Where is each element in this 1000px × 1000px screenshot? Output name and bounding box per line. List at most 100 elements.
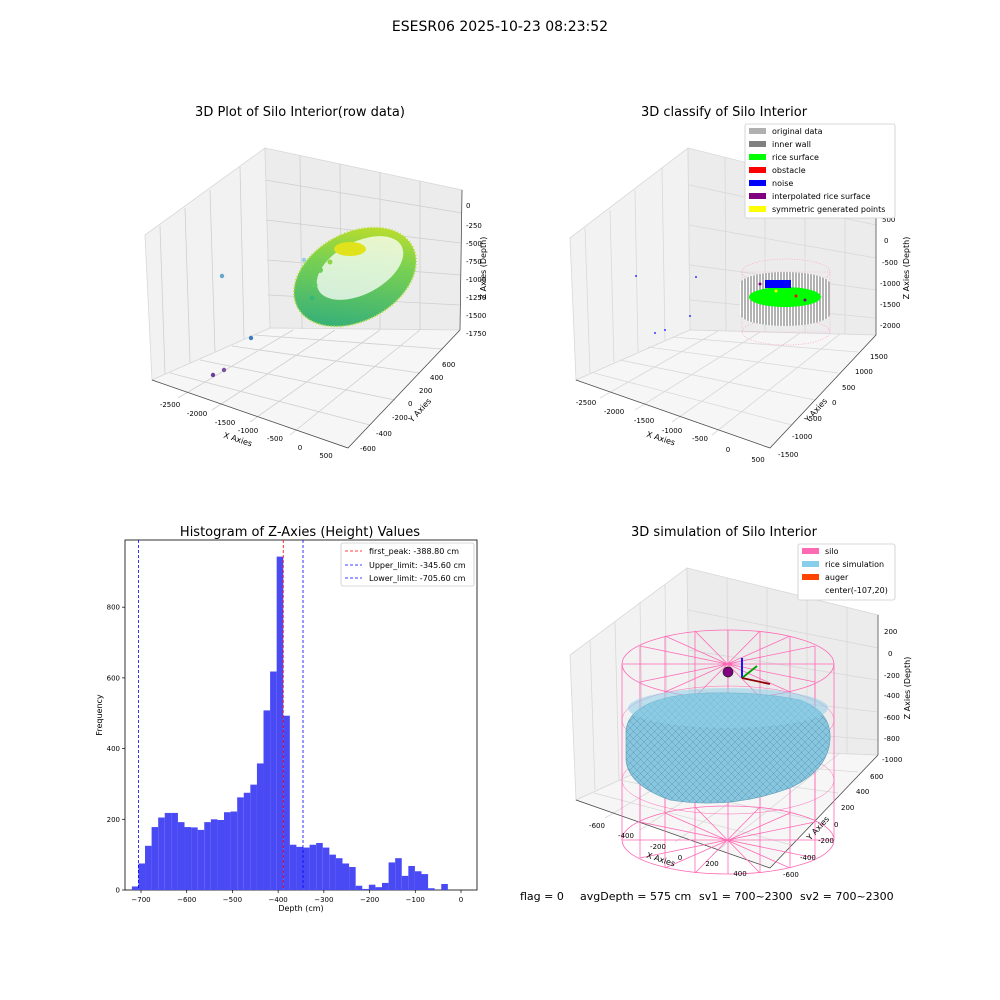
histogram-bar <box>349 867 356 890</box>
classify-y-ticks: -1500 -1000 -500 0 500 1000 1500 <box>778 353 888 459</box>
classify-ztick: -2000 <box>880 322 900 330</box>
raw-ztick: -750 <box>466 258 482 266</box>
panel-histogram: Histogram of Z-Axies (Height) Values −70… <box>95 525 478 913</box>
histogram-bar <box>158 817 165 890</box>
status-footer: flag = 0 avgDepth = 575 cm sv1 = 700~230… <box>520 890 894 903</box>
classify-silo-cloud <box>635 258 831 346</box>
footer-sv2: sv2 = 700~2300 <box>800 890 894 903</box>
raw-ztick: -1500 <box>466 312 486 320</box>
histogram-bar <box>276 556 284 890</box>
histogram-legend-box <box>340 542 475 587</box>
footer-avg-depth: avgDepth = 575 cm <box>580 890 691 903</box>
raw-outlier-point <box>248 335 254 341</box>
histogram-bar <box>375 887 383 890</box>
simulation-xtick: -200 <box>650 843 666 851</box>
raw-outlier-point <box>301 257 307 263</box>
footer-flag: flag = 0 <box>520 890 564 903</box>
histogram-vlines <box>138 540 304 890</box>
raw-axis-lines <box>151 189 463 449</box>
raw-xtick: 0 <box>298 444 302 452</box>
simulation-ytick: 0 <box>834 821 838 829</box>
classify-ytick: 1000 <box>855 368 873 376</box>
raw-ztick: -1000 <box>466 276 486 284</box>
raw-xtick: -1500 <box>215 419 235 427</box>
panel-raw-title: 3D Plot of Silo Interior(row data) <box>195 105 405 120</box>
simulation-ytick: -600 <box>783 871 799 879</box>
histogram-legend: first_peak: -388.80 cm Upper_limit: -345… <box>340 542 475 587</box>
legend-swatch-symmetric <box>749 206 766 212</box>
histogram-bar <box>151 827 159 890</box>
panel-simulation-3d: 3D simulation of Silo Interior <box>569 525 912 879</box>
raw-outlier-point <box>219 273 225 279</box>
legend-label-center: center(-107,20) <box>825 586 888 595</box>
histogram-xtick-label: −200 <box>360 896 379 904</box>
raw-ytick: -600 <box>360 445 376 453</box>
simulation-ytick: -400 <box>800 854 816 862</box>
simulation-xtick: -400 <box>618 832 634 840</box>
histogram-bar <box>177 822 185 890</box>
classify-xtick: -500 <box>692 435 708 443</box>
classify-ytick: 500 <box>842 384 855 392</box>
raw-ytick: -400 <box>376 430 392 438</box>
simulation-xtick: 400 <box>733 870 746 878</box>
panel-raw-3d: 3D Plot of Silo Interior(row data) -2500… <box>144 105 488 460</box>
classify-legend: original data inner wall rice surface ob… <box>744 123 896 219</box>
histogram-bar <box>184 827 192 890</box>
histogram-bar <box>401 875 409 890</box>
histogram-bar <box>421 874 429 890</box>
histogram-bar <box>164 812 172 890</box>
histogram-bar <box>138 863 146 890</box>
simulation-ztick: -400 <box>884 692 900 700</box>
legend-swatch-rice-surface <box>749 154 766 160</box>
classify-ytick: 1500 <box>870 353 888 361</box>
raw-ztick: -1250 <box>466 294 486 302</box>
histogram-ytick-label: 600 <box>107 674 120 682</box>
simulation-ztick: -1000 <box>882 756 902 764</box>
histogram-bar <box>217 820 225 890</box>
simulation-xtick: 200 <box>705 860 718 868</box>
simulation-ytick: -200 <box>818 837 834 845</box>
legend-label-first-peak: first_peak: -388.80 cm <box>369 547 459 556</box>
classify-ztick: -500 <box>882 259 898 267</box>
classify-xtick: -1500 <box>634 417 654 425</box>
raw-outlier-point <box>221 367 227 373</box>
raw-xtick: -2500 <box>160 401 180 409</box>
legend-label-upper-limit: Upper_limit: -345.60 cm <box>369 561 466 570</box>
classify-ztick: 500 <box>882 216 895 224</box>
classify-ytick: -500 <box>806 415 822 423</box>
histogram-bar <box>145 845 152 890</box>
footer-sv1: sv1 = 700~2300 <box>699 890 793 903</box>
histogram-bar <box>283 715 290 890</box>
histogram-y-ticks: 0 200 400 600 800 <box>107 604 125 895</box>
raw-xtick: -1000 <box>238 427 258 435</box>
simulation-z-ticks: 200 0 -200 -400 -600 -800 -1000 <box>882 628 902 764</box>
histogram-x-label: Depth (cm) <box>278 904 323 913</box>
legend-label-rice-simulation: rice simulation <box>825 560 884 569</box>
histogram-bar <box>362 888 369 890</box>
classify-xtick: 0 <box>726 446 730 454</box>
simulation-y-ticks: -600 -400 -200 0 200 400 600 <box>783 773 883 879</box>
histogram-bars <box>131 556 448 890</box>
classify-xtick: 500 <box>751 456 764 464</box>
simulation-ytick: 200 <box>841 804 854 812</box>
classify-x-ticks: -2500 -2000 -1500 -1000 -500 0 500 <box>576 399 765 464</box>
classify-xtick: -2000 <box>604 408 624 416</box>
histogram-bar <box>368 884 376 890</box>
legend-swatch-obstacle <box>749 167 766 173</box>
histogram-bar <box>355 885 363 890</box>
simulation-legend-box <box>797 543 896 601</box>
histogram-bar <box>210 819 218 890</box>
histogram-bar <box>322 847 330 890</box>
raw-ytick: 200 <box>419 387 432 395</box>
raw-x-ticks: -2500 -2000 -1500 -1000 -500 0 500 <box>160 401 333 460</box>
raw-ztick: 0 <box>466 202 470 210</box>
simulation-xtick: -600 <box>589 822 605 830</box>
raw-ytick: 600 <box>442 361 455 369</box>
histogram-bar <box>131 886 139 890</box>
legend-label-inner-wall: inner wall <box>772 140 811 149</box>
legend-label-original: original data <box>772 127 823 136</box>
legend-swatch-auger <box>802 574 819 580</box>
histogram-title: Histogram of Z-Axies (Height) Values <box>180 525 420 540</box>
auger-marker <box>722 658 771 685</box>
